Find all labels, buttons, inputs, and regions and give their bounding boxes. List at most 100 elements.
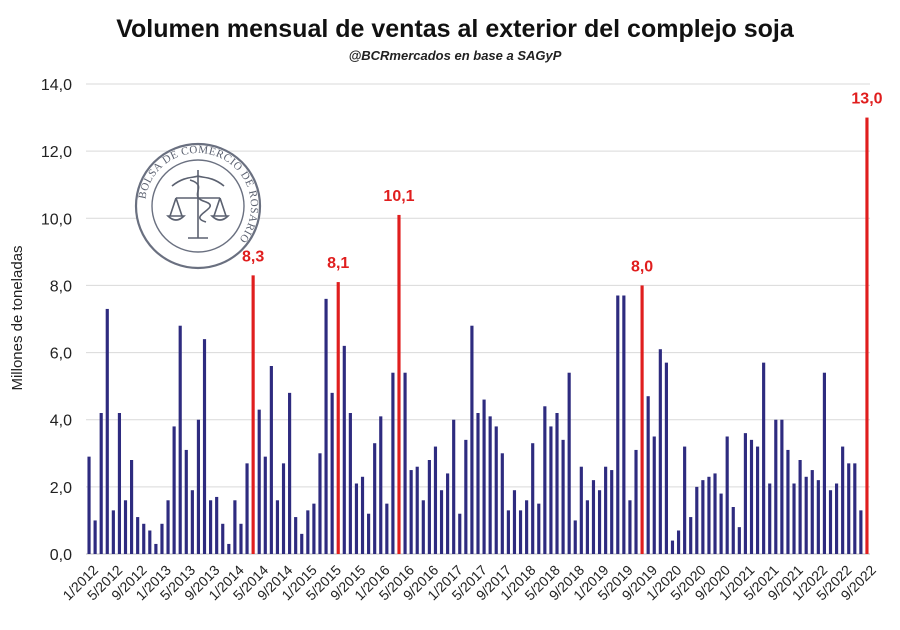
bars [87, 117, 869, 554]
bar [634, 449, 638, 554]
bar [439, 490, 444, 554]
highlight-bar [336, 282, 340, 554]
bar [622, 295, 626, 554]
bar [348, 413, 352, 554]
bar [245, 463, 249, 554]
bar [379, 416, 383, 554]
bar [184, 449, 188, 554]
bar [452, 419, 456, 554]
bar [774, 419, 778, 554]
bar [701, 480, 705, 554]
bar [591, 480, 596, 554]
bar [257, 409, 261, 554]
y-tick-label: 0,0 [50, 547, 72, 564]
bar [567, 372, 571, 554]
bar [512, 490, 517, 554]
bar [525, 500, 529, 554]
bar [695, 486, 699, 554]
bar [804, 476, 808, 554]
bar [664, 362, 668, 554]
highlight-bar [865, 117, 869, 554]
bar [427, 460, 431, 554]
bar [731, 507, 735, 554]
data-label: 10,1 [383, 188, 414, 205]
bar [597, 490, 602, 554]
bar [834, 483, 839, 554]
bar [99, 413, 103, 554]
bar [743, 433, 747, 554]
bar [792, 483, 796, 554]
bar [670, 540, 675, 554]
bar [646, 396, 650, 554]
bar [531, 443, 535, 554]
bar [288, 392, 292, 554]
bar [780, 419, 784, 554]
bar [166, 500, 170, 554]
bar [482, 399, 486, 554]
bar [537, 503, 541, 554]
bar [93, 520, 97, 554]
bar [178, 325, 182, 554]
bar [816, 480, 820, 554]
bar [762, 362, 766, 554]
y-axis: 0,0 2,0 4,0 6,0 8,0 10,0 12,0 14,0 [41, 77, 72, 564]
bar [446, 473, 450, 554]
bar [585, 500, 589, 554]
bar [209, 500, 213, 554]
bar [506, 510, 510, 554]
bar [719, 493, 723, 554]
bar [190, 490, 194, 554]
chart-title: Volumen mensual de ventas al exterior de… [116, 15, 795, 43]
bar [312, 503, 316, 554]
data-label: 8,1 [327, 255, 349, 272]
bar [148, 530, 152, 554]
y-tick-label: 2,0 [50, 480, 72, 497]
bar [87, 456, 91, 554]
bar [160, 523, 164, 554]
bar [810, 470, 814, 554]
bar [786, 449, 790, 554]
bar [555, 413, 559, 554]
bar [573, 520, 577, 554]
bar [117, 413, 122, 554]
data-labels: 8,3 8,1 10,1 8,0 13,0 [242, 91, 883, 276]
bar [202, 339, 207, 554]
bar [561, 439, 565, 554]
bar [579, 466, 583, 554]
bar [616, 295, 620, 554]
bar [628, 500, 632, 554]
data-label: 13,0 [851, 91, 882, 108]
bar [755, 446, 760, 554]
bar [464, 439, 468, 554]
bar [610, 470, 614, 554]
bar [367, 513, 371, 554]
bar [373, 443, 377, 554]
bar [713, 473, 717, 554]
highlight-bar [640, 285, 644, 554]
bar [318, 453, 322, 554]
bar [409, 470, 413, 554]
bar [549, 426, 553, 554]
bar [652, 436, 656, 554]
bar [488, 416, 492, 554]
bar [130, 460, 134, 554]
bar [239, 523, 243, 554]
bar [385, 503, 389, 554]
bar [215, 496, 219, 554]
data-label: 8,0 [631, 258, 653, 275]
bar [391, 372, 395, 554]
bar [403, 372, 407, 554]
bar [853, 463, 857, 554]
bar [494, 426, 498, 554]
bar [354, 483, 359, 554]
chart-subtitle: @BCRmercados en base a SAGyP [349, 48, 562, 63]
x-axis: 1/20125/20129/20121/20135/20139/20131/20… [59, 562, 879, 604]
y-axis-label: Millones de toneladas [9, 245, 26, 390]
highlight-bar [397, 214, 401, 554]
bar [841, 446, 845, 554]
y-tick-label: 12,0 [41, 144, 72, 161]
bar [172, 426, 176, 554]
bar [227, 543, 231, 554]
y-tick-label: 4,0 [50, 413, 72, 430]
bar [658, 349, 662, 554]
